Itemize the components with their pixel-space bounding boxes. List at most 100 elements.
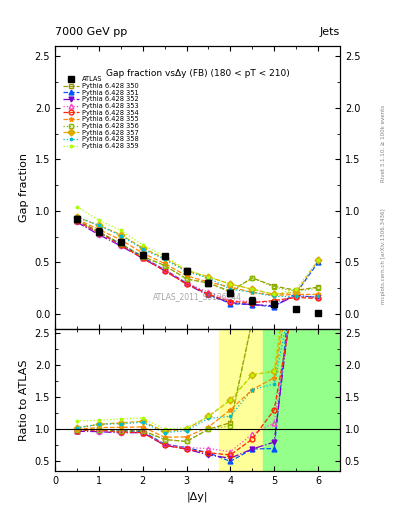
Pythia 6.428 356: [140, 254, 145, 260]
Pythia 6.428 350: [140, 253, 145, 259]
Pythia 6.428 359: [184, 267, 189, 273]
Pythia 6.428 357: [228, 281, 233, 287]
Pythia 6.428 357: [316, 258, 320, 264]
Pythia 6.428 358: [228, 286, 233, 292]
X-axis label: |Δy|: |Δy|: [187, 492, 208, 502]
Pythia 6.428 352: [97, 231, 101, 238]
Pythia 6.428 350: [162, 263, 167, 269]
Pythia 6.428 351: [316, 260, 320, 266]
Pythia 6.428 355: [272, 292, 277, 298]
Pythia 6.428 356: [272, 284, 277, 290]
Pythia 6.428 353: [118, 242, 123, 248]
Pythia 6.428 353: [294, 293, 298, 300]
Pythia 6.428 358: [184, 269, 189, 275]
Pythia 6.428 350: [75, 217, 79, 223]
Pythia 6.428 359: [162, 253, 167, 259]
Pythia 6.428 356: [162, 263, 167, 269]
Pythia 6.428 358: [272, 293, 277, 300]
Line: Pythia 6.428 354: Pythia 6.428 354: [75, 219, 320, 305]
Pythia 6.428 353: [228, 297, 233, 304]
Pythia 6.428 354: [206, 291, 211, 297]
Pythia 6.428 354: [97, 229, 101, 236]
Pythia 6.428 355: [316, 291, 320, 297]
Pythia 6.428 356: [250, 275, 255, 281]
Pythia 6.428 355: [97, 226, 101, 232]
Pythia 6.428 359: [206, 274, 211, 280]
Pythia 6.428 358: [140, 246, 145, 252]
Line: Pythia 6.428 357: Pythia 6.428 357: [75, 215, 320, 297]
Pythia 6.428 354: [184, 281, 189, 287]
Pythia 6.428 351: [162, 267, 167, 273]
Pythia 6.428 352: [316, 294, 320, 301]
Pythia 6.428 351: [228, 301, 233, 307]
Pythia 6.428 354: [162, 268, 167, 274]
Pythia 6.428 351: [206, 291, 211, 297]
Pythia 6.428 359: [316, 258, 320, 264]
Pythia 6.428 351: [75, 218, 79, 224]
Pythia 6.428 353: [206, 289, 211, 295]
Pythia 6.428 355: [228, 284, 233, 290]
Pythia 6.428 357: [97, 222, 101, 228]
Pythia 6.428 356: [294, 288, 298, 294]
Pythia 6.428 350: [206, 280, 211, 286]
Pythia 6.428 355: [294, 291, 298, 297]
Line: Pythia 6.428 359: Pythia 6.428 359: [75, 204, 320, 297]
Line: Pythia 6.428 355: Pythia 6.428 355: [75, 217, 320, 298]
Pythia 6.428 352: [250, 302, 255, 308]
Pythia 6.428 358: [118, 232, 123, 239]
Pythia 6.428 356: [118, 241, 123, 247]
Pythia 6.428 354: [118, 242, 123, 248]
Pythia 6.428 357: [75, 214, 79, 220]
Pythia 6.428 358: [316, 293, 320, 300]
Line: Pythia 6.428 356: Pythia 6.428 356: [75, 218, 320, 295]
Pythia 6.428 355: [162, 261, 167, 267]
Pythia 6.428 354: [228, 298, 233, 305]
Line: Pythia 6.428 352: Pythia 6.428 352: [75, 220, 320, 308]
Pythia 6.428 354: [140, 255, 145, 261]
Line: Pythia 6.428 351: Pythia 6.428 351: [75, 219, 320, 309]
Pythia 6.428 357: [140, 245, 145, 251]
Pythia 6.428 351: [184, 280, 189, 286]
Pythia 6.428 359: [272, 291, 277, 297]
Pythia 6.428 357: [294, 289, 298, 295]
Pythia 6.428 357: [206, 274, 211, 280]
Pythia 6.428 351: [118, 241, 123, 247]
Pythia 6.428 354: [294, 294, 298, 301]
Pythia 6.428 350: [272, 283, 277, 289]
Pythia 6.428 358: [206, 275, 211, 281]
Pythia 6.428 353: [97, 230, 101, 237]
Pythia 6.428 355: [140, 250, 145, 256]
Pythia 6.428 359: [97, 217, 101, 223]
Pythia 6.428 351: [140, 254, 145, 260]
Pythia 6.428 352: [162, 268, 167, 274]
Pythia 6.428 351: [97, 229, 101, 236]
Line: Pythia 6.428 350: Pythia 6.428 350: [75, 218, 320, 294]
Pythia 6.428 350: [316, 284, 320, 290]
Pythia 6.428 351: [272, 304, 277, 310]
Pythia 6.428 352: [140, 255, 145, 261]
Pythia 6.428 359: [228, 281, 233, 287]
Pythia 6.428 356: [97, 229, 101, 236]
Pythia 6.428 359: [118, 227, 123, 233]
Pythia 6.428 352: [228, 300, 233, 306]
Line: Pythia 6.428 353: Pythia 6.428 353: [75, 219, 320, 305]
Line: Pythia 6.428 358: Pythia 6.428 358: [75, 215, 320, 299]
Pythia 6.428 352: [272, 303, 277, 309]
Pythia 6.428 355: [75, 216, 79, 222]
Text: 7000 GeV pp: 7000 GeV pp: [55, 27, 127, 37]
Pythia 6.428 356: [184, 276, 189, 282]
Pythia 6.428 353: [272, 300, 277, 306]
Pythia 6.428 352: [118, 243, 123, 249]
Text: Rivet 3.1.10, ≥ 100k events: Rivet 3.1.10, ≥ 100k events: [381, 105, 386, 182]
Pythia 6.428 357: [118, 231, 123, 238]
Pythia 6.428 354: [272, 297, 277, 304]
Legend: ATLAS, Pythia 6.428 350, Pythia 6.428 351, Pythia 6.428 352, Pythia 6.428 353, P: ATLAS, Pythia 6.428 350, Pythia 6.428 35…: [61, 75, 140, 150]
Pythia 6.428 353: [184, 280, 189, 286]
Pythia 6.428 353: [75, 218, 79, 224]
Pythia 6.428 353: [162, 267, 167, 273]
Pythia 6.428 353: [140, 255, 145, 261]
Pythia 6.428 353: [316, 294, 320, 301]
Pythia 6.428 359: [75, 204, 79, 210]
Y-axis label: Gap fraction: Gap fraction: [19, 153, 29, 222]
Pythia 6.428 351: [294, 290, 298, 296]
